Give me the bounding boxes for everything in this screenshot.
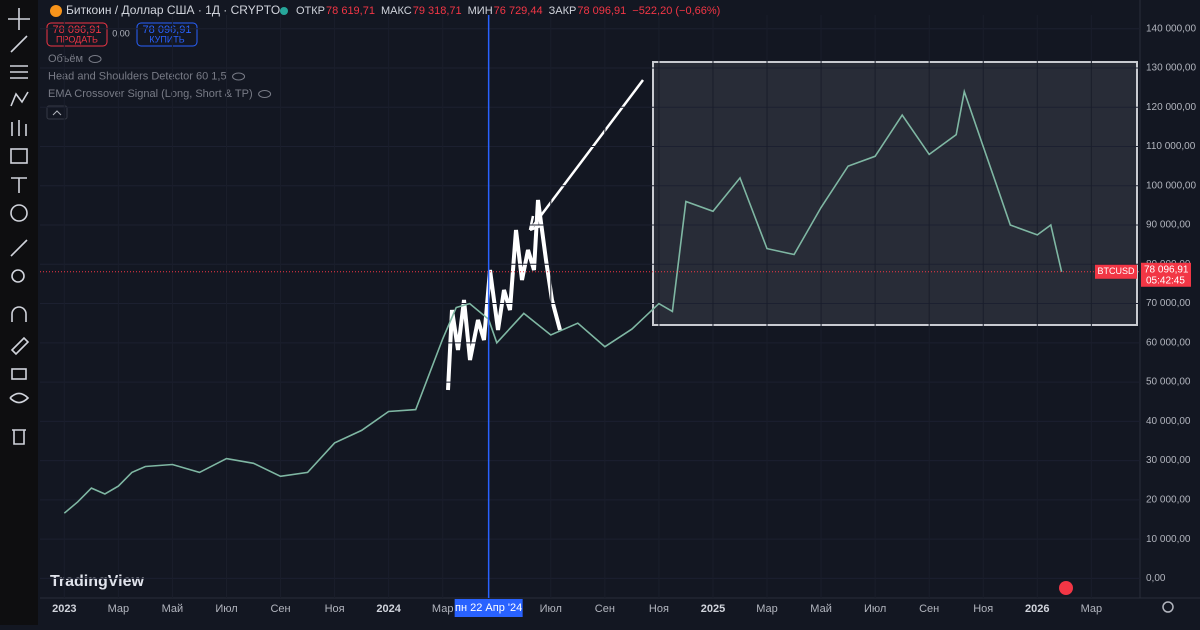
indicator-name[interactable]: Объём: [48, 53, 83, 65]
indicator-name[interactable]: Head and Shoulders Detector 60 1,5: [48, 70, 227, 82]
y-tick-label: 20 000,00: [1146, 494, 1191, 505]
price-line: [63, 88, 1063, 514]
indicator-list: Объём Head and Shoulders Detector 60 1,5 E…: [48, 53, 272, 100]
x-tick-label: Сен: [595, 603, 615, 615]
ohlc-key: МАКС: [381, 5, 412, 17]
visibility-tool[interactable]: [9, 392, 30, 404]
visibility-icon: [258, 90, 272, 98]
trash-tool[interactable]: [12, 429, 26, 445]
sell-button[interactable]: [46, 22, 108, 47]
x-tick-label: Сен: [270, 603, 290, 615]
text-tool[interactable]: [11, 177, 27, 193]
x-tick-label: 2025: [701, 603, 725, 615]
sell-label: ПРОДАТЬ: [56, 34, 98, 44]
ohlc-values: ОТКР 78 619,71 МАКС 79 318,71 МИН 76 729,44 ЗА…: [296, 5, 720, 17]
x-tick-label: Май: [810, 603, 832, 615]
pattern-tool[interactable]: [10, 91, 29, 107]
x-tick-label: Июл: [864, 603, 886, 615]
ohlc-key: ОТКР: [296, 5, 325, 17]
symbol-title[interactable]: Биткоин / Доллар США · 1Д · CRYPTO: [66, 3, 280, 17]
y-tick-label: 90 000,00: [1146, 220, 1191, 231]
countdown: 05:42:45: [1146, 275, 1185, 286]
crosshair-tool[interactable]: [8, 8, 30, 30]
ohlc-value: 76 729,44: [494, 5, 543, 17]
market-status: [280, 7, 288, 15]
x-tick-label: Мар: [432, 603, 454, 615]
x-tick-label: Мар: [108, 603, 130, 615]
x-tick-label: 2023: [52, 603, 76, 615]
prediction-tool[interactable]: [11, 120, 27, 136]
symbol-icon: [50, 5, 62, 17]
y-tick-label: 70 000,00: [1146, 298, 1191, 309]
ohlc-value: 78 096,91: [577, 5, 626, 17]
y-tick-label: 130 000,00: [1146, 63, 1196, 74]
highlighter-drawing: [446, 199, 562, 391]
y-tick-label: 100 000,00: [1146, 180, 1196, 191]
visibility-icon: [88, 55, 102, 63]
y-tick-label: 50 000,00: [1146, 377, 1191, 388]
spread: 0,00: [112, 28, 130, 38]
y-tick-label: 30 000,00: [1146, 455, 1191, 466]
crosshair-label: пн 22 Апр '24: [455, 602, 522, 614]
buy-price: 78 096,91: [143, 24, 192, 36]
x-tick-label: Мар: [1081, 603, 1103, 615]
settings-button[interactable]: [1162, 601, 1174, 613]
y-tick-label: 0,00: [1146, 573, 1166, 584]
y-tick-label: 40 000,00: [1146, 416, 1191, 427]
x-tick-label: Ноя: [325, 603, 345, 615]
ruler-tool[interactable]: [10, 239, 28, 257]
x-tick-label: Июл: [540, 603, 562, 615]
shape-tool[interactable]: [10, 148, 28, 164]
magnet-tool[interactable]: [11, 306, 27, 322]
y-tick-label: 60 000,00: [1146, 337, 1191, 348]
toolbar-icons: [8, 8, 30, 445]
buy-button[interactable]: [136, 22, 198, 47]
ohlc-key: МИН: [468, 5, 493, 17]
y-tick-label: 10 000,00: [1146, 534, 1191, 545]
ohlc-value: 78 619,71: [326, 5, 375, 17]
y-tick-label: 140 000,00: [1146, 23, 1196, 34]
x-tick-label: 2026: [1025, 603, 1049, 615]
line-tool[interactable]: [10, 35, 28, 53]
ohlc-value: 79 318,71: [413, 5, 462, 17]
price-tag: [1141, 262, 1191, 287]
x-tick-label: Ноя: [649, 603, 669, 615]
last-price-label: 78 096,91: [1144, 264, 1189, 275]
highlight-rectangle: [652, 61, 1138, 326]
x-tick-label: Сен: [919, 603, 939, 615]
collapse-button[interactable]: [46, 105, 68, 120]
emoji-tool[interactable]: [10, 204, 28, 222]
indicator-name[interactable]: EMA Crossover Signal (Long, Short & TP): [48, 88, 253, 100]
fib-tool[interactable]: [10, 65, 28, 79]
x-tick-label: Ноя: [973, 603, 993, 615]
collapse-icon: [52, 110, 62, 116]
lock-tool[interactable]: [11, 368, 27, 380]
toolbar: [0, 0, 38, 625]
change: −522,20 (−0,66%): [632, 5, 720, 17]
buy-label: КУПИТЬ: [149, 34, 184, 44]
symbol-tag: [1095, 264, 1137, 279]
x-tick-label: Мар: [756, 603, 778, 615]
x-tick-label: 2024: [376, 603, 401, 615]
ohlc-key: ЗАКР: [549, 5, 577, 17]
crosshair-tag: [454, 599, 523, 617]
x-tick-label: Июл: [215, 603, 237, 615]
x-tick-label: Май: [162, 603, 184, 615]
price-symbol: BTCUSD: [1097, 266, 1135, 276]
brand: TradingView: [50, 573, 145, 590]
event-icon: [1059, 581, 1073, 595]
draw-mode-tool[interactable]: [10, 336, 30, 356]
visibility-icon: [232, 72, 246, 81]
zoom-tool[interactable]: [11, 269, 25, 283]
y-tick-label: 110 000,00: [1146, 141, 1196, 152]
y-tick-label: 120 000,00: [1146, 102, 1196, 113]
